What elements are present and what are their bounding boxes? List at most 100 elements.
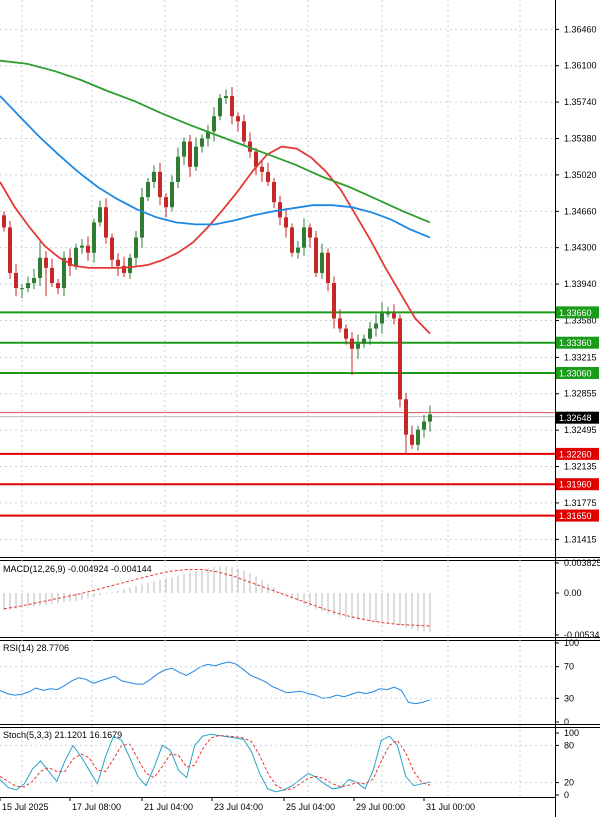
price-axis: 1.368201.364601.361001.357401.353801.350… bbox=[555, 24, 597, 544]
candle-bear bbox=[248, 141, 252, 152]
rsi-series bbox=[0, 661, 431, 705]
candle-bull bbox=[362, 338, 366, 344]
candle-bear bbox=[230, 96, 234, 117]
candle-bear bbox=[398, 318, 402, 400]
moving-averages bbox=[0, 59, 431, 335]
horizontal-levels bbox=[0, 311, 555, 517]
time-tick-label: 21 Jul 04:00 bbox=[144, 802, 193, 812]
candle-bear bbox=[392, 313, 396, 319]
candle-bear bbox=[2, 215, 6, 228]
time-tick-label: 15 Jul 2025 bbox=[2, 802, 49, 812]
price-tick-label: 1.32135 bbox=[564, 462, 597, 472]
price-tick-label: 1.32855 bbox=[564, 389, 597, 399]
candle-bear bbox=[242, 121, 246, 142]
moving-average-mid bbox=[0, 95, 431, 239]
candle-bear bbox=[236, 116, 240, 122]
candle-bull bbox=[218, 98, 222, 117]
candle-bear bbox=[326, 252, 330, 284]
candle-bull bbox=[212, 116, 216, 132]
candle-bull bbox=[92, 222, 96, 253]
macd-signal bbox=[3, 569, 431, 627]
price-tick-label: 1.36100 bbox=[564, 61, 597, 71]
candle-bull bbox=[200, 138, 204, 147]
macd-axis: 0.003825 0.00 -0.005341 bbox=[555, 558, 600, 640]
candle-bear bbox=[164, 197, 168, 208]
stoch-tick-label: 100 bbox=[564, 728, 579, 738]
candle-bull bbox=[224, 96, 228, 99]
candle-bear bbox=[284, 217, 288, 228]
candle-bear bbox=[158, 171, 162, 198]
candle-bull bbox=[386, 313, 390, 315]
rsi-label: RSI(14) 28.7706 bbox=[3, 643, 69, 653]
macd-tick-label: 0.00 bbox=[564, 588, 582, 598]
candle-bear bbox=[266, 171, 270, 182]
rsi-tick-label: 100 bbox=[564, 638, 579, 648]
price-tick-label: 1.31775 bbox=[564, 498, 597, 508]
price-tick-label: 1.34300 bbox=[564, 243, 597, 253]
level-labels: 1.33660 1.33360 1.33060 1.32260 1.31960 1.316… bbox=[556, 306, 599, 522]
stochastic-axis: 100 80 20 0 bbox=[0, 728, 579, 800]
candle-bear bbox=[188, 141, 192, 167]
level-tag bbox=[556, 478, 599, 491]
price-pane: 1.368201.364601.361001.357401.353801.350… bbox=[0, 24, 599, 544]
price-tick-label: 1.35020 bbox=[564, 170, 597, 180]
level-tag-label: 1.33060 bbox=[559, 369, 592, 379]
candle-bear bbox=[332, 283, 336, 319]
level-tag bbox=[556, 509, 599, 522]
price-tick-label: 1.32495 bbox=[564, 425, 597, 435]
macd-pane: MACD(12,26,9) -0.004924 -0.004144 0.0038… bbox=[3, 558, 600, 640]
candle-bull bbox=[356, 343, 360, 349]
level-tag-label: 1.31650 bbox=[559, 511, 592, 521]
price-tick-label: 1.35740 bbox=[564, 97, 597, 107]
candle-bull bbox=[74, 247, 78, 266]
candle-bull bbox=[422, 421, 426, 430]
candle-bull bbox=[98, 207, 102, 223]
candle-bear bbox=[350, 338, 354, 349]
stochastic-k-line bbox=[0, 733, 431, 793]
candle-bear bbox=[410, 434, 414, 445]
candle-bear bbox=[56, 283, 60, 289]
candle-bear bbox=[86, 245, 90, 253]
rsi-tick-label: 30 bbox=[564, 693, 574, 703]
moving-average-fast bbox=[0, 145, 431, 335]
candle-bull bbox=[80, 245, 84, 248]
price-tick-label: 1.33580 bbox=[564, 315, 597, 325]
candle-bull bbox=[206, 131, 210, 139]
candle-bear bbox=[50, 267, 54, 284]
stochastic-lines bbox=[0, 733, 431, 793]
stoch-tick-label: 0 bbox=[564, 790, 569, 800]
current-price-tag bbox=[556, 411, 599, 424]
candle-bear bbox=[260, 166, 264, 172]
stoch-tick-label: 80 bbox=[564, 740, 574, 750]
stochastic-d-line bbox=[0, 734, 431, 791]
candle-bear bbox=[314, 237, 318, 273]
macd-tick-label: -0.005341 bbox=[564, 630, 600, 640]
price-tick-label: 1.31415 bbox=[564, 534, 597, 544]
candle-bull bbox=[146, 181, 150, 198]
candle-bear bbox=[272, 181, 276, 203]
candle-bear bbox=[254, 151, 258, 167]
candle-bear bbox=[404, 399, 408, 435]
level-tag bbox=[556, 336, 599, 349]
candle-bear bbox=[104, 207, 108, 238]
time-tick-label: 23 Jul 04:00 bbox=[214, 802, 263, 812]
candle-bear bbox=[8, 227, 12, 273]
candle-bear bbox=[44, 257, 48, 268]
level-tag-label: 1.32260 bbox=[559, 449, 592, 459]
candle-bull bbox=[194, 146, 198, 167]
candle-bear bbox=[344, 328, 348, 339]
candle-bear bbox=[68, 257, 72, 266]
macd-tick-label: 0.003825 bbox=[564, 558, 600, 568]
stochastic-pane: Stoch(5,3,3) 21.1201 16.1679 100 80 20 0 bbox=[0, 728, 579, 800]
candle-bull bbox=[320, 252, 324, 273]
price-tick-label: 1.35380 bbox=[564, 133, 597, 143]
time-tick-label: 29 Jul 00:00 bbox=[356, 802, 405, 812]
level-tag bbox=[556, 306, 599, 319]
candle-bull bbox=[176, 156, 180, 182]
current-price-label: 1.32648 bbox=[559, 413, 592, 423]
candle-bull bbox=[62, 257, 66, 289]
candle-bull bbox=[32, 278, 36, 284]
level-tag-label: 1.33360 bbox=[559, 338, 592, 348]
